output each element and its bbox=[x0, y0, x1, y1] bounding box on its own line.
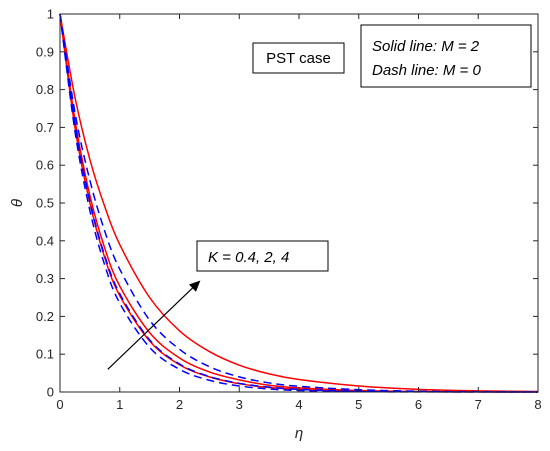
y-tick-label: 1 bbox=[47, 7, 54, 22]
x-tick-label: 1 bbox=[116, 397, 123, 412]
legend-frame bbox=[360, 24, 532, 88]
y-axis-label: θ bbox=[9, 199, 26, 207]
y-tick-label: 0.1 bbox=[36, 347, 54, 362]
y-tick-label: 0.4 bbox=[36, 233, 54, 248]
y-tick-label: 0.9 bbox=[36, 44, 54, 59]
y-tick-label: 0.6 bbox=[36, 158, 54, 173]
y-tick-label: 0.2 bbox=[36, 309, 54, 324]
pst-case-text: PST case bbox=[266, 50, 331, 67]
x-tick-label: 6 bbox=[415, 397, 422, 412]
arrow-head bbox=[189, 280, 201, 292]
legend-dash-text: Dash line: M = 0 bbox=[372, 62, 481, 79]
y-tick-label: 0 bbox=[47, 385, 54, 400]
legend-solid-text: Solid line: M = 2 bbox=[372, 38, 480, 55]
x-tick-label: 2 bbox=[176, 397, 183, 412]
dashed-curve-4 bbox=[59, 13, 539, 393]
arrow-shaft bbox=[107, 287, 193, 370]
pst-case-box: PST case bbox=[252, 42, 345, 74]
x-axis-label: η bbox=[295, 425, 303, 442]
dashed-curve-6 bbox=[59, 13, 539, 393]
y-tick-label: 0.5 bbox=[36, 196, 54, 211]
x-tick-label: 8 bbox=[534, 397, 541, 412]
x-tick-label: 7 bbox=[475, 397, 482, 412]
k-label-frame bbox=[196, 240, 329, 272]
y-ticks: 0 0.1 0.2 0.3 0.4 0.5 0.6 0.7 0.8 0.9 1 bbox=[36, 7, 538, 400]
x-tick-label: 5 bbox=[355, 397, 362, 412]
x-tick-label: 4 bbox=[295, 397, 302, 412]
series-layer bbox=[59, 13, 539, 393]
solid-curve-3 bbox=[59, 13, 539, 393]
x-tick-label: 3 bbox=[236, 397, 243, 412]
y-tick-label: 0.7 bbox=[36, 120, 54, 135]
pst-case-frame bbox=[252, 42, 345, 74]
x-tick-label: 0 bbox=[56, 397, 63, 412]
k-label-box: K = 0.4, 2, 4 bbox=[196, 240, 329, 272]
y-tick-label: 0.8 bbox=[36, 82, 54, 97]
legend-box: Solid line: M = 2 Dash line: M = 0 bbox=[360, 24, 532, 88]
x-ticks: 0 1 2 3 4 5 6 7 8 bbox=[56, 14, 542, 412]
trend-arrow bbox=[107, 280, 201, 370]
k-label-text: K = 0.4, 2, 4 bbox=[208, 249, 289, 266]
y-tick-label: 0.3 bbox=[36, 271, 54, 286]
